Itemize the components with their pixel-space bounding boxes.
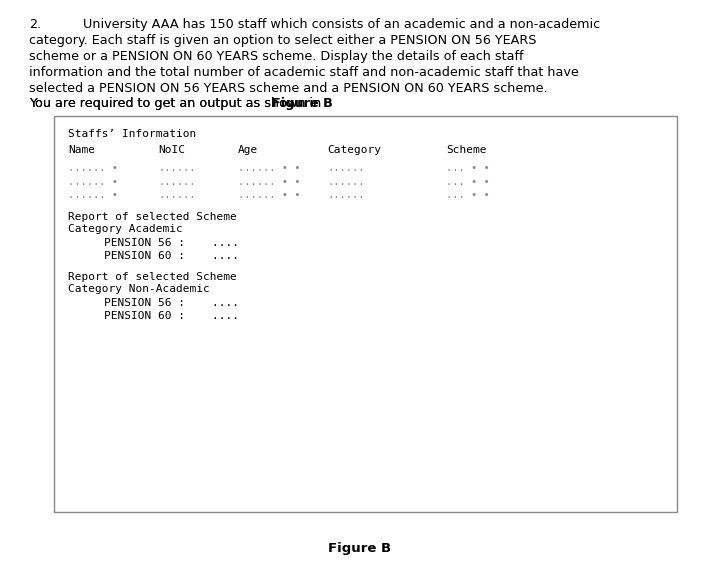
Text: ......: ...... — [328, 163, 365, 173]
Text: ...... • •: ...... • • — [238, 177, 300, 187]
Text: information and the total number of academic staff and non-academic staff that h: information and the total number of acad… — [29, 66, 579, 79]
Text: selected a PENSION ON 56 YEARS scheme and a PENSION ON 60 YEARS scheme.: selected a PENSION ON 56 YEARS scheme an… — [29, 82, 547, 95]
Text: PENSION 60 :    ....: PENSION 60 : .... — [104, 311, 239, 321]
Text: ...... •: ...... • — [68, 177, 118, 187]
Text: Staffs’ Information: Staffs’ Information — [68, 129, 197, 139]
Text: scheme or a PENSION ON 60 YEARS scheme. Display the details of each staff: scheme or a PENSION ON 60 YEARS scheme. … — [29, 50, 523, 63]
Text: PENSION 60 :    ....: PENSION 60 : .... — [104, 251, 239, 261]
FancyBboxPatch shape — [54, 116, 677, 512]
Text: Category Academic: Category Academic — [68, 224, 183, 234]
Text: Report of selected Scheme: Report of selected Scheme — [68, 272, 237, 282]
Text: category. Each staff is given an option to select either a PENSION ON 56 YEARS: category. Each staff is given an option … — [29, 34, 536, 47]
Text: Category Non-Academic: Category Non-Academic — [68, 284, 210, 294]
Text: ......: ...... — [158, 163, 196, 173]
Text: ...... •: ...... • — [68, 190, 118, 200]
Text: ... • •: ... • • — [446, 163, 490, 173]
Text: Figure B: Figure B — [271, 97, 333, 110]
Text: University AAA has 150 staff which consists of an academic and a non-academic: University AAA has 150 staff which consi… — [83, 18, 600, 31]
Text: ...... •: ...... • — [68, 163, 118, 173]
Text: PENSION 56 :    ....: PENSION 56 : .... — [104, 238, 239, 248]
Text: ...... • •: ...... • • — [238, 190, 300, 200]
Text: Scheme: Scheme — [446, 145, 487, 155]
Text: ......: ...... — [158, 190, 196, 200]
Text: NoIC: NoIC — [158, 145, 186, 155]
Text: Name: Name — [68, 145, 95, 155]
Text: ... • •: ... • • — [446, 190, 490, 200]
Text: ...... • •: ...... • • — [238, 163, 300, 173]
Text: ......: ...... — [328, 190, 365, 200]
Text: ... • •: ... • • — [446, 177, 490, 187]
Text: You are required to get an output as shown in: You are required to get an output as sho… — [29, 97, 325, 110]
Text: ......: ...... — [328, 177, 365, 187]
Text: Report of selected Scheme: Report of selected Scheme — [68, 212, 237, 222]
Text: You are required to get an output as shown in: You are required to get an output as sho… — [29, 97, 325, 110]
Text: 2.: 2. — [29, 18, 41, 31]
Text: Figure B: Figure B — [328, 542, 392, 555]
Text: ......: ...... — [158, 177, 196, 187]
Text: PENSION 56 :    ....: PENSION 56 : .... — [104, 298, 239, 308]
Text: Category: Category — [328, 145, 382, 155]
Text: Age: Age — [238, 145, 258, 155]
